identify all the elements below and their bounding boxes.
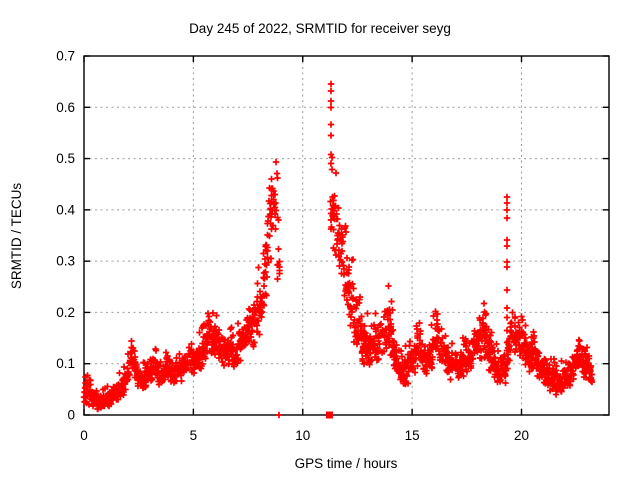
data-point-markers	[80, 80, 596, 419]
y-tick-label: 0.3	[56, 254, 75, 269]
x-axis-label: GPS time / hours	[295, 456, 398, 471]
y-axis-label: SRMTID / TECUs	[9, 183, 24, 290]
y-tick-label: 0.1	[56, 356, 75, 371]
scatter-points	[80, 80, 596, 419]
x-tick-label: 15	[405, 428, 420, 443]
y-tick-label: 0.5	[56, 151, 75, 166]
square-marker	[325, 411, 333, 419]
plot-frame	[83, 55, 610, 416]
y-tick-label: 0	[67, 408, 75, 423]
chart-title: Day 245 of 2022, SRMTID for receiver sey…	[189, 21, 451, 36]
y-tick-labels: 0 0.1 0.2 0.3 0.4 0.5 0.6 0.7	[56, 49, 75, 423]
x-tick-label: 0	[80, 428, 88, 443]
y-tick-label: 0.7	[56, 49, 75, 64]
y-tick-label: 0.2	[56, 305, 75, 320]
x-tick-label: 10	[295, 428, 310, 443]
axis-ticks	[83, 55, 609, 416]
x-tick-label: 20	[514, 428, 529, 443]
y-tick-label: 0.4	[56, 202, 75, 217]
y-tick-label: 0.6	[56, 100, 75, 115]
x-tick-labels: 0 5 10 15 20	[80, 428, 529, 443]
x-tick-label: 5	[190, 428, 198, 443]
